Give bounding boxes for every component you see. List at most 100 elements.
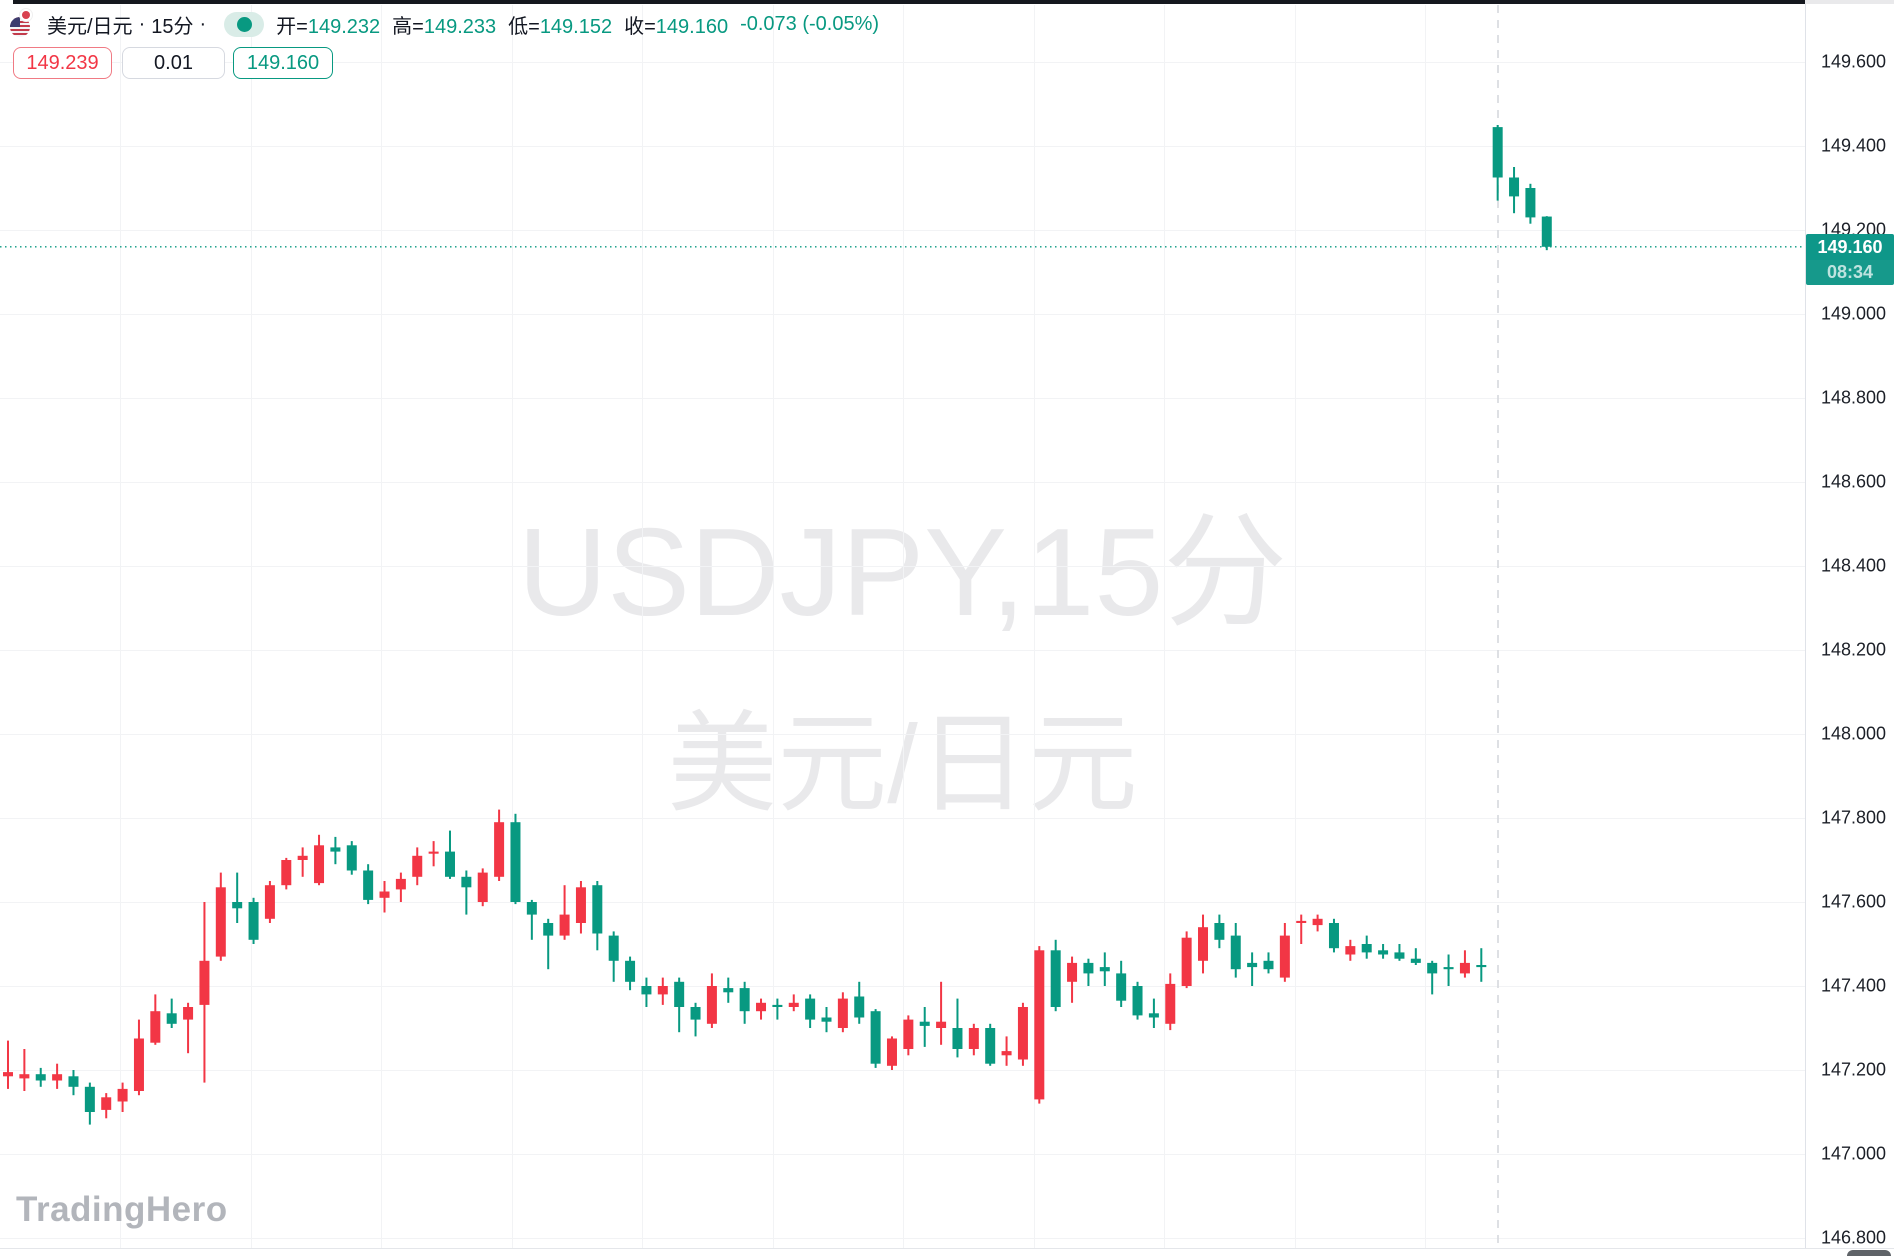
- candle-body: [1492, 127, 1503, 178]
- candle-wick: [7, 1040, 9, 1089]
- price-axis-label: 147.200: [1821, 1059, 1887, 1080]
- candle-body: [1443, 967, 1454, 970]
- close-value: 149.160: [655, 15, 729, 38]
- interval-label[interactable]: 15分: [151, 15, 194, 38]
- candle-wick: [530, 899, 533, 940]
- price-axis-label: 147.600: [1821, 891, 1887, 912]
- candle-body: [1116, 973, 1127, 1001]
- candle-body: [264, 885, 275, 919]
- price-axis-label: 148.400: [1821, 555, 1887, 576]
- candle-body: [412, 855, 423, 877]
- candle-body: [1378, 950, 1389, 955]
- candle-body: [1214, 923, 1225, 940]
- candle-body: [1148, 1013, 1159, 1018]
- candle-wick: [923, 1007, 926, 1047]
- candle-body: [461, 876, 472, 888]
- symbol-header: 美元/日元 · 15分 · 开=149.232 高=149.233 低=149.…: [10, 8, 879, 40]
- candle-body: [625, 960, 636, 982]
- candle-body: [1476, 965, 1487, 968]
- price-axis-label: 147.000: [1821, 1143, 1887, 1164]
- candle-body: [543, 923, 554, 936]
- candle-body: [68, 1076, 79, 1087]
- candle-body: [477, 872, 488, 902]
- candle-wick: [1447, 954, 1450, 986]
- candle-body: [1247, 962, 1258, 968]
- candle-body: [903, 1019, 914, 1049]
- candle-body: [1279, 935, 1290, 978]
- price-axis-label: 149.400: [1821, 135, 1887, 156]
- price-axis-label: 148.800: [1821, 387, 1887, 408]
- candle-body: [1099, 967, 1110, 972]
- candle-body: [723, 988, 734, 993]
- pair-title[interactable]: 美元/日元: [47, 15, 133, 38]
- candle-body: [1034, 950, 1045, 1100]
- candle-wick: [1300, 914, 1303, 944]
- low-label: 低=: [508, 15, 540, 38]
- buy-price-button[interactable]: 149.160: [233, 47, 333, 79]
- japan-flag-icon: [19, 8, 33, 22]
- candle-wick: [465, 870, 468, 915]
- candle-body: [1361, 944, 1372, 953]
- chart-canvas[interactable]: [0, 0, 1805, 1256]
- open-label: 开=: [276, 15, 308, 38]
- candle-body: [248, 902, 259, 940]
- candle-body: [1198, 927, 1209, 961]
- candle-body: [232, 902, 243, 909]
- candle-body: [379, 891, 390, 898]
- candle-body: [756, 1002, 767, 1012]
- indicator-visibility-pill[interactable]: [224, 11, 265, 37]
- candle-body: [363, 870, 374, 900]
- candle-body: [1017, 1007, 1028, 1060]
- candle-body: [1165, 983, 1176, 1024]
- candle-body: [739, 988, 750, 1012]
- candle-body: [886, 1038, 897, 1066]
- close-label: 收=: [624, 15, 656, 38]
- candle-body: [821, 1017, 832, 1022]
- candle-body: [641, 986, 652, 995]
- candle-body: [314, 845, 325, 884]
- ohlc-readout: 开=149.232 高=149.233 低=149.152 收=149.160 …: [276, 10, 879, 39]
- candle-body: [870, 1011, 881, 1064]
- window-top-edge: [13, 0, 1805, 4]
- candle-body: [510, 822, 521, 902]
- candle-body: [1083, 962, 1094, 974]
- candle-body: [297, 855, 308, 860]
- candle-body: [592, 885, 603, 934]
- candle-body: [19, 1074, 30, 1079]
- price-axis[interactable]: 149.600 149.400 149.200 149.000 148.800 148.6…: [1805, 4, 1894, 1248]
- candle-body: [706, 986, 717, 1024]
- candle-body: [1132, 986, 1143, 1016]
- candle-body: [1067, 962, 1078, 982]
- candle-body: [3, 1072, 13, 1077]
- tradinghero-logo: TradingHero: [16, 1190, 228, 1229]
- pair-flags-icon: [10, 8, 42, 40]
- candle-body: [1410, 958, 1421, 963]
- candle-body: [101, 1097, 112, 1110]
- candle-body: [281, 860, 292, 886]
- us-flag-icon: [10, 17, 30, 37]
- candle-body: [1345, 946, 1356, 955]
- candle-body: [575, 887, 586, 923]
- candle-body: [526, 902, 537, 915]
- spread-value-button[interactable]: 0.01: [122, 47, 225, 79]
- quote-buttons: 149.239 0.01 149.160: [13, 47, 333, 79]
- candle-body: [199, 960, 210, 1005]
- candle-wick: [1414, 948, 1417, 965]
- candle-body: [690, 1007, 701, 1020]
- title-separator-2: ·: [199, 12, 207, 35]
- candle-body: [133, 1038, 144, 1091]
- candle-body: [1525, 188, 1536, 218]
- candle-body: [1509, 177, 1520, 197]
- candle-body: [1328, 923, 1339, 949]
- price-axis-label: 148.000: [1821, 723, 1887, 744]
- candle-wick: [23, 1049, 26, 1091]
- candle-body: [1394, 952, 1405, 959]
- chart-bottom-divider: [0, 1248, 1894, 1249]
- candle-body: [968, 1028, 979, 1049]
- sell-price-button[interactable]: 149.239: [13, 47, 112, 79]
- price-axis-label: 149.000: [1821, 303, 1887, 324]
- candle-wick: [776, 998, 779, 1020]
- open-value: 149.232: [307, 15, 381, 38]
- high-value: 149.233: [423, 15, 497, 38]
